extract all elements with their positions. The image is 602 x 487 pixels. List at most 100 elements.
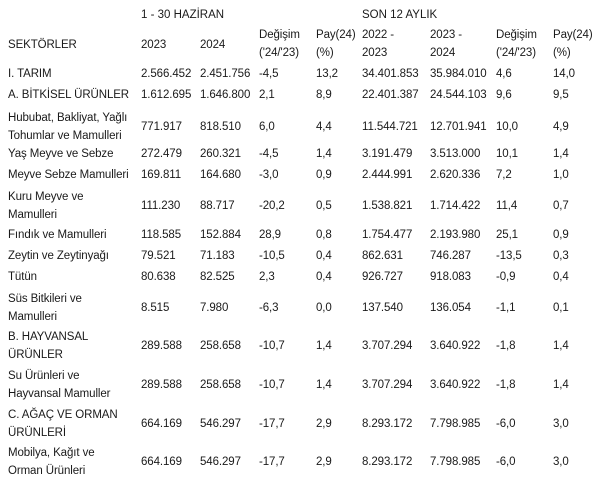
cell-change2: 9,6 bbox=[496, 89, 512, 101]
cell-period2: 2.193.980 bbox=[430, 229, 481, 241]
cell-share: 0,4 bbox=[316, 250, 332, 262]
sector-name: Su Ürünleri ve bbox=[8, 370, 80, 382]
sector-name: Hayvansal Mamuller bbox=[8, 388, 111, 400]
cell-2024: 7.980 bbox=[200, 302, 229, 314]
cell-share: 0,8 bbox=[316, 229, 332, 241]
cell-share2: 1,4 bbox=[553, 340, 569, 352]
cell-2024: 260.321 bbox=[200, 148, 241, 160]
cell-change: -4,5 bbox=[259, 148, 279, 160]
header-share-line2: (%) bbox=[316, 47, 334, 59]
header-change-line1: Değişim bbox=[259, 29, 300, 41]
cell-period2: 136.054 bbox=[430, 302, 471, 314]
cell-share2: 0,7 bbox=[553, 200, 569, 212]
header-period2-line1: 2023 - bbox=[430, 29, 463, 41]
cell-share: 0,5 bbox=[316, 200, 332, 212]
sector-name: ÜRÜNLERİ bbox=[8, 427, 66, 439]
cell-change2: 11,4 bbox=[496, 200, 518, 212]
cell-period2: 3.640.922 bbox=[430, 340, 481, 352]
cell-period1: 1.538.821 bbox=[362, 200, 413, 212]
cell-share: 0,4 bbox=[316, 271, 332, 283]
cell-period1: 862.631 bbox=[362, 250, 403, 262]
cell-change: -10,7 bbox=[259, 379, 285, 391]
cell-change: -4,5 bbox=[259, 68, 279, 80]
cell-2023: 289.588 bbox=[141, 379, 182, 391]
cell-period1: 137.540 bbox=[362, 302, 403, 314]
cell-change2: -13,5 bbox=[496, 250, 522, 262]
header-period2-line2: 2024 bbox=[430, 47, 456, 59]
cell-period2: 7.798.985 bbox=[430, 418, 481, 430]
cell-2024: 258.658 bbox=[200, 340, 241, 352]
cell-change: 2,3 bbox=[259, 271, 275, 283]
cell-2023: 80.638 bbox=[141, 271, 176, 283]
cell-share: 0,0 bbox=[316, 302, 332, 314]
cell-share: 8,9 bbox=[316, 89, 332, 101]
cell-change2: -1,8 bbox=[496, 379, 516, 391]
sector-name: Yaş Meyve ve Sebze bbox=[8, 148, 114, 160]
header-2024: 2024 bbox=[200, 39, 226, 51]
header-change2-line1: Değişim bbox=[496, 29, 537, 41]
cell-change2: 10,1 bbox=[496, 148, 518, 160]
cell-share2: 14,0 bbox=[553, 68, 575, 80]
header-2023: 2023 bbox=[141, 39, 167, 51]
header-share2-line2: (%) bbox=[553, 47, 571, 59]
cell-change2: 4,6 bbox=[496, 68, 512, 80]
cell-2024: 71.183 bbox=[200, 250, 235, 262]
cell-change: -10,7 bbox=[259, 340, 285, 352]
sector-name: Hububat, Bakliyat, Yağlı bbox=[8, 112, 128, 124]
cell-period2: 746.287 bbox=[430, 250, 471, 262]
cell-share2: 3,0 bbox=[553, 456, 569, 468]
cell-2024: 1.646.800 bbox=[200, 89, 251, 101]
cell-change2: -6,0 bbox=[496, 418, 516, 430]
cell-period2: 1.714.422 bbox=[430, 200, 481, 212]
cell-share: 4,4 bbox=[316, 121, 332, 133]
sector-name: Mamulleri bbox=[8, 209, 57, 221]
cell-change2: 10,0 bbox=[496, 121, 518, 133]
cell-period1: 11.544.721 bbox=[362, 121, 418, 133]
sector-name: Süs Bitkileri ve bbox=[8, 293, 82, 305]
cell-period1: 3.707.294 bbox=[362, 340, 413, 352]
cell-change: -17,7 bbox=[259, 418, 285, 430]
cell-change: -6,3 bbox=[259, 302, 279, 314]
cell-change2: -0,9 bbox=[496, 271, 516, 283]
sector-name: B. HAYVANSAL bbox=[8, 331, 89, 343]
sector-name: C. AĞAÇ VE ORMAN bbox=[8, 409, 118, 421]
cell-share: 1,4 bbox=[316, 379, 332, 391]
cell-period1: 34.401.853 bbox=[362, 68, 419, 80]
cell-period2: 7.798.985 bbox=[430, 456, 481, 468]
cell-2023: 2.566.452 bbox=[141, 68, 192, 80]
sector-name: Zeytin ve Zeytinyağı bbox=[8, 250, 109, 262]
sector-name: Kuru Meyve ve bbox=[8, 191, 84, 203]
header-share2-line1: Pay(24) bbox=[553, 29, 593, 41]
cell-2024: 82.525 bbox=[200, 271, 235, 283]
cell-share2: 0,3 bbox=[553, 250, 569, 262]
cell-2023: 8.515 bbox=[141, 302, 170, 314]
cell-share2: 0,4 bbox=[553, 271, 569, 283]
cell-period2: 12.701.941 bbox=[430, 121, 487, 133]
cell-2023: 664.169 bbox=[141, 418, 182, 430]
cell-change2: 25,1 bbox=[496, 229, 518, 241]
sector-name: Tohumlar ve Mamulleri bbox=[8, 130, 122, 142]
sector-name: A. BİTKİSEL ÜRÜNLER bbox=[8, 89, 130, 101]
header-change-line2: ('24/'23) bbox=[259, 47, 299, 59]
sector-name: Mamulleri bbox=[8, 311, 57, 323]
cell-share2: 0,9 bbox=[553, 229, 569, 241]
cell-2023: 79.521 bbox=[141, 250, 176, 262]
cell-2023: 111.230 bbox=[141, 200, 181, 212]
sector-name: Meyve Sebze Mamulleri bbox=[8, 169, 129, 181]
cell-2024: 818.510 bbox=[200, 121, 241, 133]
sector-name: Orman Ürünleri bbox=[8, 465, 86, 477]
cell-period1: 8.293.172 bbox=[362, 456, 413, 468]
cell-period1: 3.191.479 bbox=[362, 148, 413, 160]
cell-period2: 24.544.103 bbox=[430, 89, 487, 101]
header-period1-line2: 2023 bbox=[362, 47, 388, 59]
header-sectors: SEKTÖRLER bbox=[8, 39, 77, 51]
cell-share: 1,4 bbox=[316, 148, 332, 160]
group-title-12-months: SON 12 AYLIK bbox=[362, 9, 438, 21]
cell-change2: -1,1 bbox=[496, 302, 516, 314]
cell-share: 2,9 bbox=[316, 456, 332, 468]
sector-name: ÜRÜNLER bbox=[8, 349, 63, 361]
cell-change: 6,0 bbox=[259, 121, 275, 133]
sector-name: Tütün bbox=[8, 271, 37, 283]
cell-change: 28,9 bbox=[259, 229, 281, 241]
